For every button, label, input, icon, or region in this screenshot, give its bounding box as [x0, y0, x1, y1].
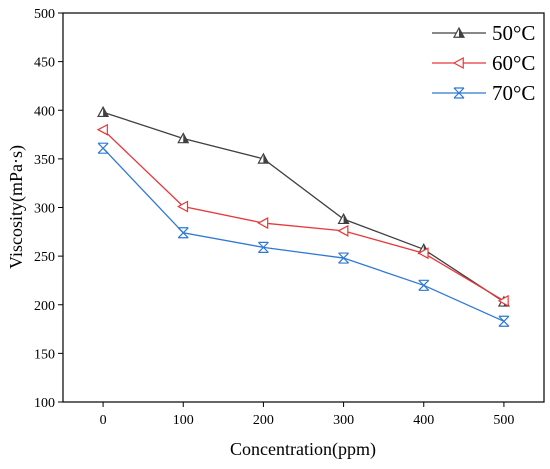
data-point — [96, 123, 108, 136]
x-axis-title: Concentration(ppm) — [230, 439, 376, 460]
x-tick-label: 500 — [493, 413, 514, 428]
legend-marker — [452, 26, 466, 38]
data-point — [337, 224, 349, 237]
data-point — [176, 200, 189, 213]
series-2 — [97, 142, 510, 327]
y-tick-label: 200 — [34, 299, 55, 314]
y-tick-label: 250 — [34, 250, 55, 265]
y-tick-label: 300 — [34, 202, 55, 217]
data-point — [177, 227, 189, 239]
data-point — [257, 217, 269, 230]
legend-marker — [452, 56, 464, 70]
data-point — [257, 241, 269, 253]
x-tick-label: 400 — [413, 413, 434, 428]
legend-label: 50°C — [492, 21, 535, 45]
data-point — [497, 294, 509, 307]
y-tick-label: 150 — [34, 347, 55, 362]
y-axis-title: Viscosity(mPa·s) — [6, 145, 27, 269]
legend-label: 70°C — [492, 81, 535, 105]
x-tick-label: 0 — [100, 413, 107, 428]
axis-ticks: 0 100 200 300 400 500 100 150 200 250 300 350 400 450… — [34, 7, 514, 428]
legend-entry-1: 60°C — [432, 51, 535, 75]
plot-area-frame — [62, 12, 545, 403]
x-tick-label: 300 — [333, 413, 354, 428]
series-line — [102, 111, 505, 303]
series-0 — [97, 105, 510, 307]
data-point — [257, 152, 270, 164]
data-point — [338, 252, 350, 264]
data-point — [337, 212, 350, 225]
legend: 50°C 60°C 70°C — [432, 21, 535, 105]
data-point — [97, 142, 109, 154]
data-point — [177, 132, 190, 144]
y-tick-label: 500 — [34, 7, 55, 22]
data-point — [418, 279, 430, 291]
legend-marker — [453, 87, 465, 99]
x-tick-label: 200 — [253, 413, 274, 428]
legend-label: 60°C — [492, 51, 535, 75]
y-tick-label: 100 — [34, 396, 55, 411]
y-tick-label: 350 — [34, 153, 55, 168]
series-1 — [96, 123, 509, 307]
y-tick-label: 450 — [34, 56, 55, 71]
legend-entry-2: 70°C — [432, 81, 535, 105]
series-line — [102, 129, 505, 302]
data-point — [97, 105, 110, 118]
data-point — [417, 247, 429, 260]
series-layer — [96, 105, 510, 327]
legend-entry-0: 50°C — [432, 21, 535, 45]
x-tick-label: 100 — [173, 413, 194, 428]
series-line — [102, 147, 505, 322]
y-tick-label: 400 — [34, 104, 55, 119]
data-point — [498, 315, 510, 327]
